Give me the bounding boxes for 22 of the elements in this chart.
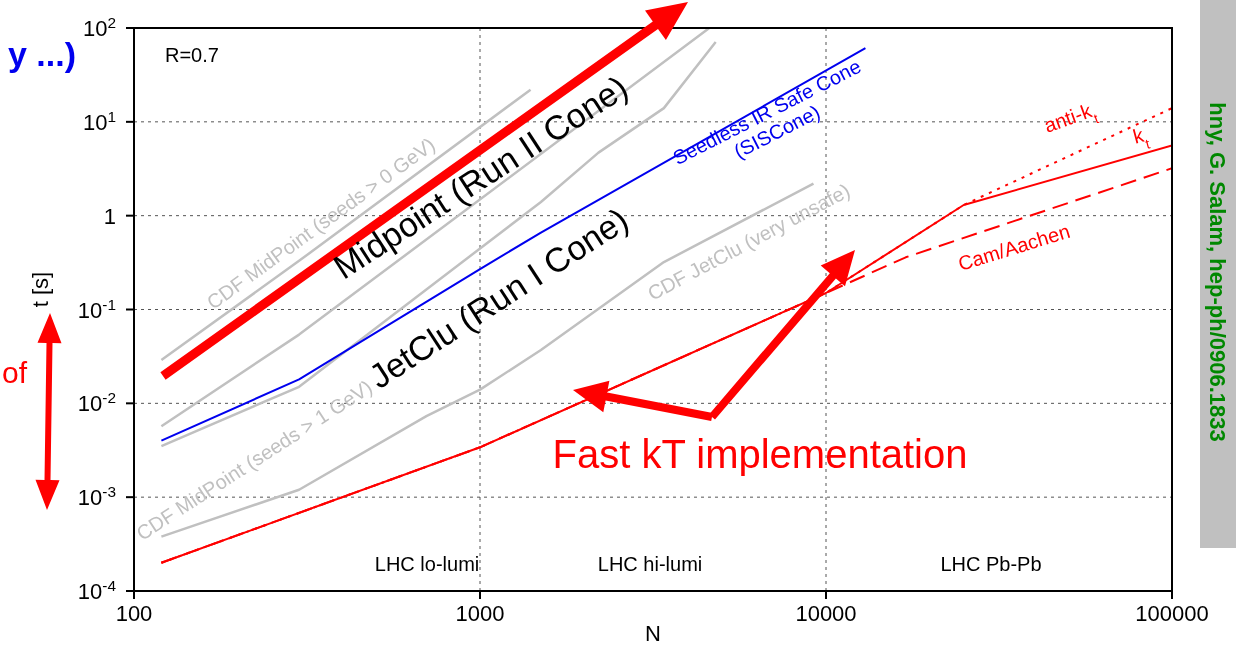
annotation: LHC lo-lumi <box>374 553 480 575</box>
annotation: Fast kT implementation <box>552 432 968 476</box>
x-tick-label: 100000 <box>1135 601 1209 626</box>
y-tick-label: 10$^{-1}$ <box>77 295 116 323</box>
text: y ...) <box>7 35 76 73</box>
text: k$_{t}$ <box>1130 123 1152 152</box>
annotation: LHC Pb-Pb <box>940 553 1042 575</box>
x-tick-label: 1000 <box>455 601 505 626</box>
x-tick-label: 100 <box>115 601 153 626</box>
y-tick-label: 10$^{-2}$ <box>77 388 116 417</box>
annotation: R=0.7 <box>165 44 219 66</box>
y-tick-label: 10$^{-3}$ <box>77 482 116 511</box>
y-tick-label: 10$^{1}$ <box>82 107 116 135</box>
x-tick-label: 10000 <box>795 601 857 626</box>
y-axis-title: t [s] <box>28 271 53 308</box>
y-tick-label: 10$^{-4}$ <box>77 576 117 604</box>
annotation: LHC hi-lumi <box>597 553 703 575</box>
text: of <box>2 356 28 389</box>
y-tick-label: 1 <box>103 203 116 229</box>
y-tick-label: 10$^{2}$ <box>82 13 116 41</box>
x-axis-title: N <box>645 621 661 645</box>
text: hny, G. Salam, hep-ph/0906.1833 <box>1205 102 1231 442</box>
